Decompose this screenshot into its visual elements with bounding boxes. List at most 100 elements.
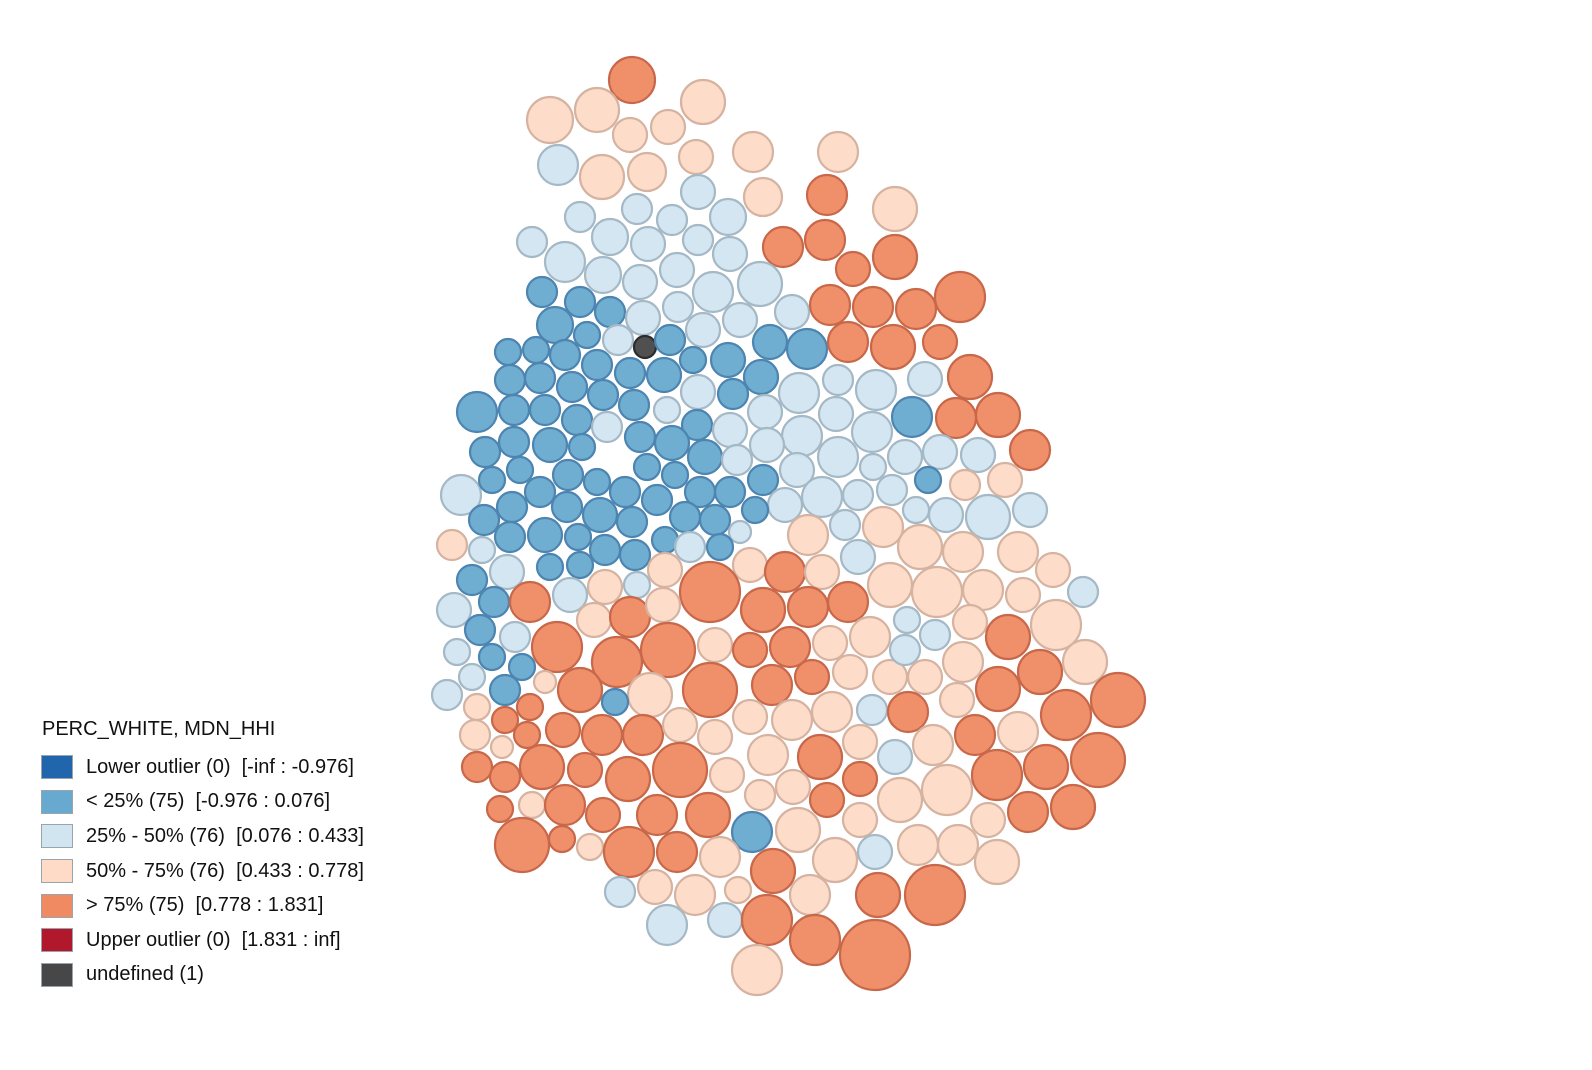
region-bubble-25-50[interactable] xyxy=(959,436,997,474)
region-bubble-50-75[interactable] xyxy=(586,568,624,606)
region-bubble-50-75[interactable] xyxy=(525,95,575,145)
region-bubble-50-75[interactable] xyxy=(816,130,860,174)
region-bubble-25-50[interactable] xyxy=(855,693,889,727)
region-bubble-above-75[interactable] xyxy=(808,283,852,327)
region-bubble-above-75[interactable] xyxy=(886,690,930,734)
region-bubble-above-75[interactable] xyxy=(808,781,846,819)
region-bubble-above-75[interactable] xyxy=(970,748,1024,802)
region-bubble-above-75[interactable] xyxy=(796,733,844,781)
region-bubble-above-75[interactable] xyxy=(490,705,520,735)
region-bubble-50-75[interactable] xyxy=(871,185,919,233)
region-bubble-25-50[interactable] xyxy=(748,426,786,464)
region-bubble-50-75[interactable] xyxy=(996,530,1040,574)
region-bubble-25-50[interactable] xyxy=(442,637,472,667)
region-bubble-50-75[interactable] xyxy=(611,116,649,154)
region-bubble-50-75[interactable] xyxy=(636,868,674,906)
region-bubble-25-50[interactable] xyxy=(467,535,497,565)
region-bubble-50-75[interactable] xyxy=(848,615,892,659)
region-bubble-below-25[interactable] xyxy=(632,452,662,482)
region-bubble-above-75[interactable] xyxy=(602,825,656,879)
region-bubble-below-25[interactable] xyxy=(488,673,522,707)
region-bubble-50-75[interactable] xyxy=(910,565,964,619)
region-bubble-25-50[interactable] xyxy=(652,395,682,425)
region-bubble-below-25[interactable] xyxy=(581,496,619,534)
region-bubble-50-75[interactable] xyxy=(677,138,715,176)
region-bubble-above-75[interactable] xyxy=(731,631,769,669)
region-bubble-25-50[interactable] xyxy=(821,363,855,397)
region-bubble-25-50[interactable] xyxy=(498,620,532,654)
region-bubble-below-25[interactable] xyxy=(521,335,551,365)
region-bubble-50-75[interactable] xyxy=(936,823,980,867)
region-bubble-below-25[interactable] xyxy=(680,408,714,442)
region-bubble-below-25[interactable] xyxy=(526,516,564,554)
region-bubble-50-75[interactable] xyxy=(941,530,985,574)
region-bubble-50-75[interactable] xyxy=(489,734,515,760)
region-bubble-below-25[interactable] xyxy=(608,475,642,509)
region-bubble-above-75[interactable] xyxy=(974,391,1022,439)
region-bubble-50-75[interactable] xyxy=(723,875,753,905)
region-bubble-25-50[interactable] xyxy=(536,143,580,187)
region-bubble-25-50[interactable] xyxy=(876,738,914,776)
region-bubble-above-75[interactable] xyxy=(1006,790,1050,834)
region-bubble-below-25[interactable] xyxy=(551,458,585,492)
region-bubble-above-75[interactable] xyxy=(488,760,522,794)
region-bubble-50-75[interactable] xyxy=(948,468,982,502)
region-bubble-above-75[interactable] xyxy=(556,666,604,714)
region-bubble-above-75[interactable] xyxy=(544,711,582,749)
region-bubble-above-75[interactable] xyxy=(984,613,1032,661)
region-bubble-50-75[interactable] xyxy=(920,763,974,817)
region-bubble-50-75[interactable] xyxy=(646,551,684,589)
region-bubble-below-25[interactable] xyxy=(686,438,724,476)
region-bubble-50-75[interactable] xyxy=(532,669,558,695)
region-bubble-25-50[interactable] xyxy=(590,217,630,257)
region-bubble-25-50[interactable] xyxy=(817,395,855,433)
region-bubble-50-75[interactable] xyxy=(896,523,944,571)
region-bubble-25-50[interactable] xyxy=(563,200,597,234)
region-bubble-above-75[interactable] xyxy=(953,713,997,757)
region-bubble-above-75[interactable] xyxy=(460,750,494,784)
region-bubble-above-75[interactable] xyxy=(805,173,849,217)
region-bubble-25-50[interactable] xyxy=(766,486,804,524)
region-bubble-above-75[interactable] xyxy=(485,794,515,824)
region-bubble-below-25[interactable] xyxy=(467,503,501,537)
region-bubble-above-75[interactable] xyxy=(1089,671,1147,729)
region-bubble-50-75[interactable] xyxy=(731,130,775,174)
region-bubble-25-50[interactable] xyxy=(888,633,922,667)
region-bubble-25-50[interactable] xyxy=(457,662,487,692)
region-bubble-below-25[interactable] xyxy=(742,358,780,396)
region-bubble-below-25[interactable] xyxy=(455,390,499,434)
region-bubble-50-75[interactable] xyxy=(1029,598,1083,652)
region-bubble-25-50[interactable] xyxy=(711,411,749,449)
region-bubble-below-25[interactable] xyxy=(740,495,770,525)
region-bubble-below-25[interactable] xyxy=(617,388,651,422)
region-bubble-50-75[interactable] xyxy=(1061,638,1109,686)
region-bubble-below-25[interactable] xyxy=(493,520,527,554)
region-bubble-above-75[interactable] xyxy=(1016,648,1064,696)
region-bubble-below-25[interactable] xyxy=(615,505,649,539)
region-bubble-25-50[interactable] xyxy=(892,605,922,635)
region-bubble-50-75[interactable] xyxy=(730,943,784,997)
region-bubble-above-75[interactable] xyxy=(934,396,978,440)
region-bubble-50-75[interactable] xyxy=(876,776,924,824)
region-bubble-below-25[interactable] xyxy=(623,420,657,454)
region-bubble-above-75[interactable] xyxy=(512,720,542,750)
region-bubble-50-75[interactable] xyxy=(969,801,1007,839)
region-bubble-below-25[interactable] xyxy=(477,642,507,672)
region-bubble-below-25[interactable] xyxy=(713,475,747,509)
region-bubble-below-25[interactable] xyxy=(497,425,531,459)
region-bubble-50-75[interactable] xyxy=(696,718,734,756)
region-bubble-undefined[interactable] xyxy=(632,334,658,360)
region-bubble-above-75[interactable] xyxy=(749,847,797,895)
region-bubble-25-50[interactable] xyxy=(850,410,894,454)
region-bubble-above-75[interactable] xyxy=(869,323,917,371)
region-bubble-25-50[interactable] xyxy=(901,495,931,525)
region-bubble-below-25[interactable] xyxy=(507,652,537,682)
region-bubble-below-25[interactable] xyxy=(528,393,562,427)
region-bubble-below-25[interactable] xyxy=(560,403,594,437)
region-bubble-50-75[interactable] xyxy=(743,778,777,812)
region-bubble-above-75[interactable] xyxy=(590,635,644,689)
region-bubble-25-50[interactable] xyxy=(918,618,952,652)
region-bubble-above-75[interactable] xyxy=(515,692,545,722)
region-bubble-below-25[interactable] xyxy=(785,327,829,371)
region-bubble-above-75[interactable] xyxy=(493,816,551,874)
